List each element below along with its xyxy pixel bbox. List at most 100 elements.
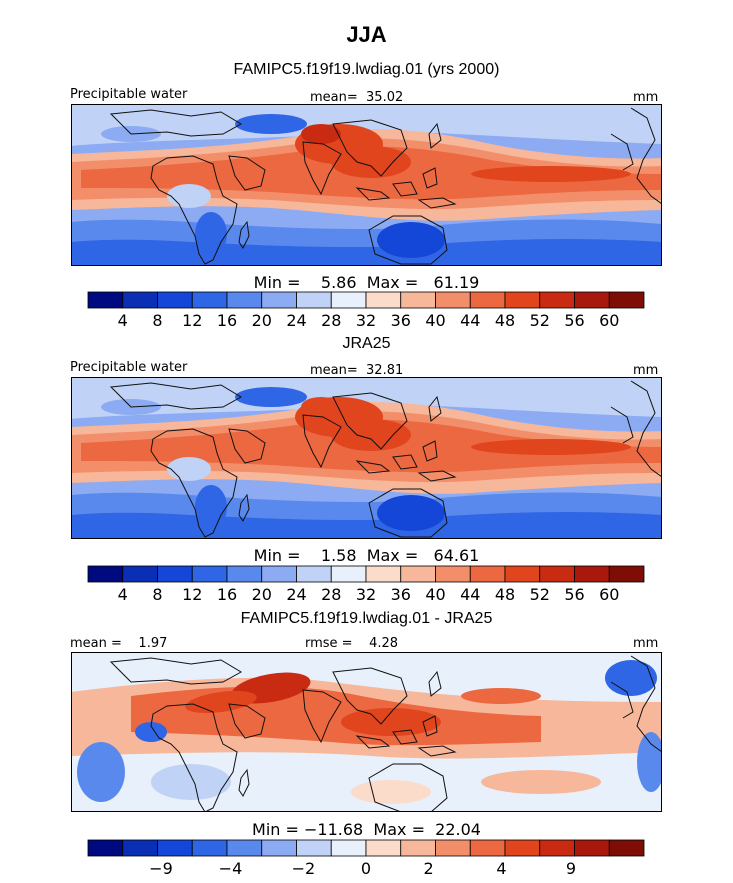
panel-3-title: FAMIPC5.f19f19.lwdiag.01 - JRA25 <box>240 610 493 627</box>
colorbar-box <box>365 291 402 309</box>
panel-1-title: FAMIPC5.f19f19.lwdiag.01 (yrs 2000) <box>233 61 500 78</box>
colorbar-tick-label: 44 <box>460 311 480 330</box>
colorbar-tick-label: 40 <box>425 585 445 604</box>
coastline <box>610 681 634 719</box>
coastline <box>422 167 438 189</box>
coastline <box>332 119 408 177</box>
colorbar-box <box>87 839 124 857</box>
field-contour <box>377 495 445 531</box>
coastline <box>109 657 242 685</box>
colorbar-box <box>157 839 193 857</box>
coastline <box>355 460 391 474</box>
panel-3-mean-label: mean = 1.97 <box>70 636 168 651</box>
colorbar-tick-label: 20 <box>252 311 272 330</box>
coastline <box>417 745 457 757</box>
colorbar-tick-label: 12 <box>182 311 202 330</box>
coastline <box>109 382 242 410</box>
colorbar-box <box>122 565 158 583</box>
panel-2-unit-label: mm <box>633 363 659 378</box>
colorbar-tick-label: 4 <box>496 859 506 878</box>
colorbar-box <box>574 565 610 583</box>
coastline <box>228 428 266 464</box>
colorbar-box <box>469 839 506 857</box>
coastline <box>332 667 408 725</box>
colorbar-tick-label: 8 <box>152 311 162 330</box>
panel-1-variable-label: Precipitable water <box>70 87 188 102</box>
colorbar-tick-label: 16 <box>217 585 237 604</box>
coastline <box>228 155 266 191</box>
colorbar-box <box>296 839 332 857</box>
colorbar-box <box>574 291 610 309</box>
colorbar-box <box>122 839 158 857</box>
panel-3-rmse-label: rmse = 4.28 <box>305 636 399 651</box>
coastline <box>630 380 662 478</box>
field-contour <box>167 184 211 208</box>
panel-2-minmax: Min = 1.58 Max = 64.61 <box>253 546 480 565</box>
coastline <box>355 735 391 749</box>
colorbar-tick-label: 16 <box>217 311 237 330</box>
field-contour <box>195 212 227 256</box>
colorbar-tick-label: 32 <box>356 585 376 604</box>
coastline <box>302 141 342 196</box>
colorbar-box <box>574 839 610 857</box>
coastline <box>238 493 250 522</box>
colorbar-tick-label: 24 <box>286 585 306 604</box>
colorbar-box <box>261 565 297 583</box>
panel-2-title: JRA25 <box>342 335 391 352</box>
colorbar-box <box>330 291 367 309</box>
colorbar-box <box>87 291 124 309</box>
coastline <box>417 470 457 482</box>
colorbar-box <box>504 565 541 583</box>
coastline <box>238 768 250 797</box>
field-contour <box>235 387 307 407</box>
colorbar-box <box>226 565 263 583</box>
colorbar-tick-label: 40 <box>425 311 445 330</box>
colorbar-tick-label: 48 <box>495 311 515 330</box>
colorbar-box <box>296 291 332 309</box>
colorbar-tick-label: −2 <box>292 859 316 878</box>
coastline <box>368 215 448 265</box>
colorbar-tick-label: 36 <box>391 585 411 604</box>
map-frame <box>71 104 662 266</box>
panel-1-minmax: Min = 5.86 Max = 61.19 <box>253 273 480 292</box>
colorbar-box <box>504 291 541 309</box>
coastline <box>428 395 442 422</box>
field-contour <box>351 780 431 804</box>
map-frame <box>71 652 662 812</box>
colorbar-tick-label: 56 <box>564 311 584 330</box>
coastline <box>392 181 418 197</box>
coastline <box>368 763 448 812</box>
colorbar-box <box>469 291 506 309</box>
colorbar-box <box>435 565 471 583</box>
panel-1-colorbar: 4 8 12 16 20 24 28 32 36 40 44 48 52 56 60 <box>87 291 645 330</box>
field-contour <box>77 742 125 802</box>
coastline <box>355 187 391 201</box>
colorbar-tick-label: 44 <box>460 585 480 604</box>
field-contour <box>151 764 231 800</box>
colorbar-tick-label: 52 <box>530 311 550 330</box>
panel-2-variable-label: Precipitable water <box>70 360 188 375</box>
coastline <box>238 220 250 249</box>
panel-2-map <box>71 377 662 539</box>
field-contour <box>71 104 662 146</box>
field-contour <box>481 770 601 794</box>
colorbar-box <box>296 565 332 583</box>
coastline <box>109 109 242 137</box>
colorbar-box <box>261 291 297 309</box>
field-contour <box>471 166 631 182</box>
panel-1-mean-label: mean= 35.02 <box>310 90 404 105</box>
colorbar-tick-label: 24 <box>286 311 306 330</box>
colorbar-box <box>365 565 402 583</box>
colorbar-tick-label: 28 <box>321 585 341 604</box>
colorbar-tick-label: 48 <box>495 585 515 604</box>
colorbar-box <box>608 291 645 309</box>
field-contour <box>377 222 445 258</box>
field-contour <box>471 439 631 455</box>
colorbar-box <box>539 565 575 583</box>
coastline <box>228 703 266 739</box>
colorbar-box <box>400 839 436 857</box>
colorbar-box <box>330 565 367 583</box>
colorbar-box <box>435 291 471 309</box>
field-contour <box>605 660 657 696</box>
field-contour <box>331 419 411 451</box>
